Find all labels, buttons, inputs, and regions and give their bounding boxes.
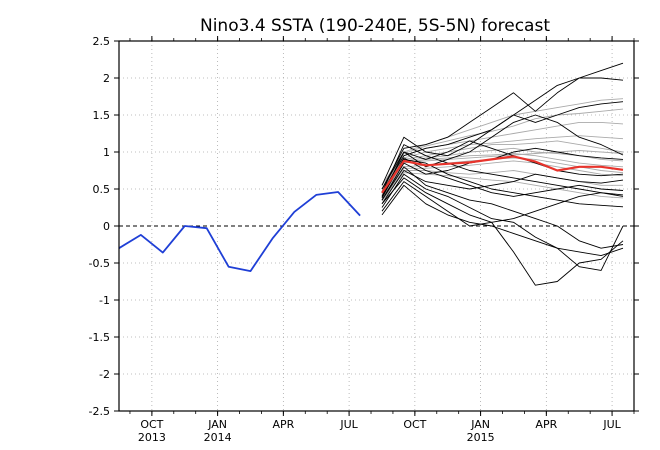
x-tick-label: JUL: [602, 418, 621, 431]
forecast-member-dark: [381, 173, 624, 271]
ensemble-mean-line: [381, 155, 624, 194]
y-tick-label: -1: [99, 294, 110, 307]
y-tick-label: 2.5: [93, 35, 111, 48]
chart-title: Nino3.4 SSTA (190-240E, 5S-5N) forecast: [200, 16, 550, 36]
forecast-member-light: [381, 108, 624, 193]
x-year-label: 2014: [204, 431, 232, 444]
forecast-members-light: [381, 98, 624, 202]
x-year-label: 2013: [138, 431, 166, 444]
forecast-member-light: [381, 135, 624, 191]
forecast-member-dark: [381, 140, 624, 190]
forecast-member-dark: [381, 181, 624, 227]
y-tick-label: 0: [103, 220, 110, 233]
x-year-label: 2015: [467, 431, 495, 444]
plot-frame: [118, 40, 635, 412]
observed-series: [118, 191, 361, 273]
y-tick-label: -1.5: [89, 331, 110, 344]
x-tick-label: OCT: [403, 418, 426, 431]
observed-line: [118, 191, 361, 273]
tick-labels: 2.521.510.50-0.5-1-1.5-2-2.5OCT2013JAN20…: [89, 35, 622, 444]
forecast-member-light: [381, 153, 624, 197]
forecast-member-light: [381, 98, 624, 186]
y-tick-label: -2: [99, 368, 110, 381]
forecast-members-dark: [381, 62, 624, 286]
axes: [114, 36, 639, 416]
y-tick-label: 2: [103, 72, 110, 85]
forecast-member-dark: [381, 144, 624, 196]
forecast-member-dark: [381, 158, 624, 208]
forecast-member-light: [381, 172, 624, 202]
forecast-member-dark: [381, 157, 624, 199]
forecast-member-dark: [381, 62, 624, 190]
x-tick-label: JAN: [470, 418, 490, 431]
x-tick-label: JUL: [339, 418, 358, 431]
ensemble-mean: [381, 155, 624, 194]
forecast-member-light: [381, 140, 624, 193]
y-tick-label: 0.5: [93, 183, 111, 196]
forecast-member-dark: [381, 170, 624, 205]
x-tick-label: JAN: [207, 418, 227, 431]
grid-lines: [119, 41, 634, 411]
y-tick-label: -0.5: [89, 257, 110, 270]
x-tick-label: APR: [535, 418, 557, 431]
x-tick-label: OCT: [140, 418, 163, 431]
forecast-member-dark: [381, 184, 624, 257]
x-tick-label: APR: [272, 418, 294, 431]
forecast-member-dark: [381, 177, 624, 286]
y-tick-label: 1: [103, 146, 110, 159]
forecast-member-dark: [381, 101, 624, 186]
y-tick-label: -2.5: [89, 405, 110, 418]
forecast-member-dark: [381, 147, 624, 201]
y-tick-label: 1.5: [93, 109, 111, 122]
forecast-member-dark: [381, 166, 624, 249]
